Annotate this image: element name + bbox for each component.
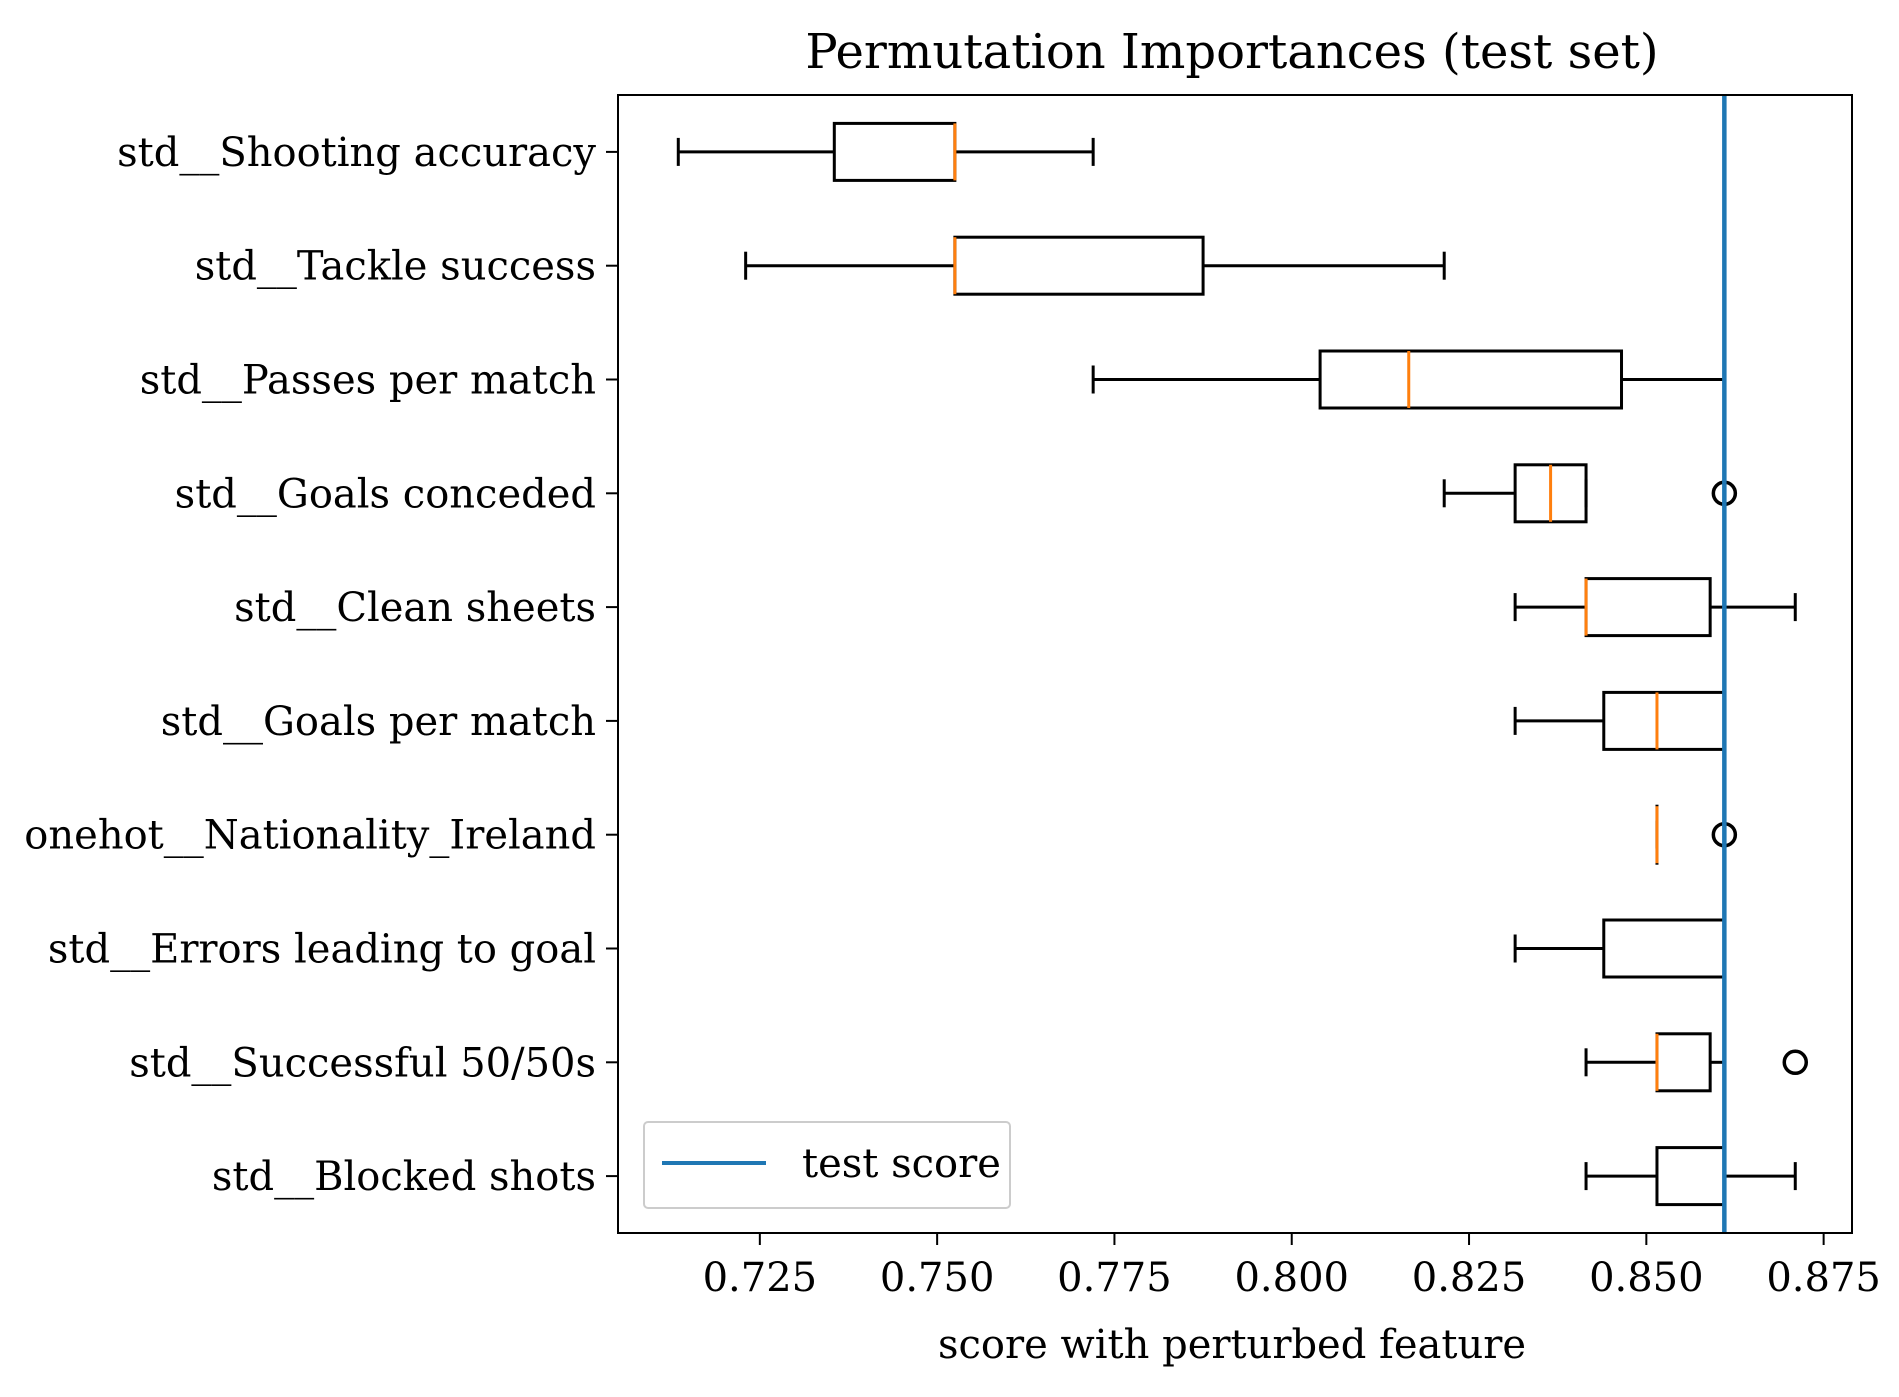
y-tick-label: std__Errors leading to goal [48, 927, 596, 973]
chart-title: Permutation Importances (test set) [805, 24, 1658, 80]
y-tick-label: std__Goals conceded [175, 471, 596, 517]
x-tick-label: 0.725 [703, 1255, 818, 1301]
y-tick-label: onehot__Nationality_Ireland [24, 813, 596, 859]
x-tick-label: 0.825 [1412, 1255, 1527, 1301]
y-tick-label: std__Goals per match [161, 699, 596, 745]
x-tick-label: 0.800 [1234, 1255, 1349, 1301]
y-tick-label: std__Shooting accuracy [117, 130, 596, 176]
x-tick-label: 0.750 [880, 1255, 995, 1301]
x-tick-label: 0.875 [1766, 1255, 1881, 1301]
y-tick-label: std__Blocked shots [212, 1154, 596, 1200]
y-tick-label: std__Passes per match [140, 358, 596, 404]
legend: test score [644, 1122, 1010, 1208]
x-tick-label: 0.775 [1057, 1255, 1172, 1301]
x-axis-label: score with perturbed feature [938, 1322, 1526, 1368]
y-tick-label: std__Tackle success [195, 244, 596, 290]
x-tick-label: 0.850 [1589, 1255, 1704, 1301]
y-tick-label: std__Successful 50/50s [129, 1040, 596, 1086]
legend-label-test-score: test score [802, 1141, 1001, 1187]
y-tick-label: std__Clean sheets [234, 585, 596, 631]
